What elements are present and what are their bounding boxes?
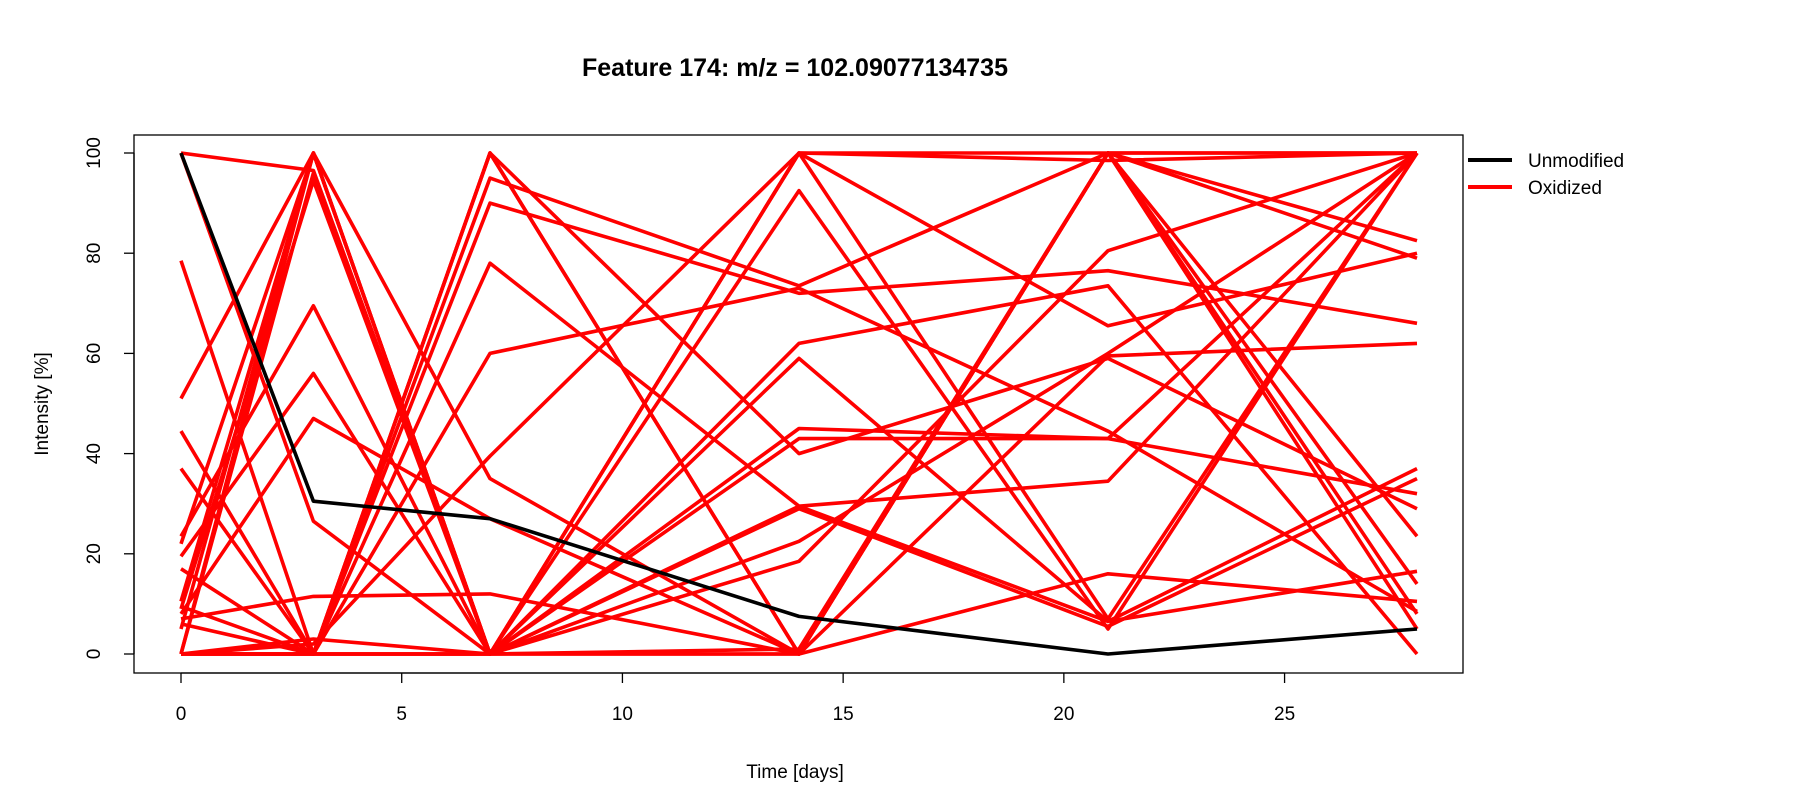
series-line-oxidized-14 (179, 151, 1417, 656)
series-line-oxidized-18 (179, 151, 1418, 656)
series-line-oxidized-12 (180, 151, 1419, 656)
legend-label: Oxidized (1528, 178, 1602, 199)
series-line-oxidized-21 (181, 151, 1418, 656)
y-tick-label: 60 (84, 343, 105, 364)
x-tick-label: 5 (396, 704, 407, 725)
legend-label: Unmodified (1528, 151, 1624, 172)
x-tick-label: 0 (176, 704, 187, 725)
series-line-oxidized-15 (180, 151, 1419, 656)
series-line-oxidized-19 (179, 171, 1419, 656)
series-line-oxidized-5 (179, 151, 1418, 656)
series-line-unmodified (179, 152, 1418, 656)
series-layer (179, 151, 1419, 656)
x-tick-label: 20 (1053, 704, 1074, 725)
y-tick-label: 80 (84, 243, 105, 264)
series-line-oxidized-24 (181, 151, 1419, 656)
x-axis-label: Time [days] (746, 762, 844, 783)
series-line-oxidized-3 (179, 151, 1418, 656)
series-line-oxidized-26 (181, 151, 1419, 656)
x-axis: 0 5 10 15 20 25 (176, 672, 1295, 725)
chart-title: Feature 174: m/z = 102.09077134735 (582, 54, 1008, 82)
series-line-oxidized-2 (179, 151, 1418, 656)
y-tick-label: 100 (84, 137, 105, 169)
y-tick-label: 40 (84, 443, 105, 464)
series-line-oxidized-9 (179, 356, 1418, 656)
legend: Unmodified Oxidized (1468, 151, 1624, 199)
series-line-oxidized-11 (179, 151, 1418, 656)
series-line-oxidized-7 (179, 151, 1418, 656)
x-tick-label: 25 (1274, 704, 1295, 725)
y-axis: 0 20 40 60 80 100 (84, 137, 135, 660)
series-line-oxidized-4 (179, 151, 1419, 656)
series-line-oxidized-13 (179, 151, 1419, 656)
y-tick-label: 0 (84, 649, 105, 660)
series-line-oxidized-25 (180, 151, 1418, 656)
series-line-oxidized-22 (181, 504, 1418, 656)
y-axis-label: Intensity [%] (32, 352, 53, 456)
series-line-oxidized-16 (180, 286, 1418, 656)
series-line-oxidized-8 (179, 151, 1418, 656)
series-line-oxidized-23 (181, 151, 1419, 656)
series-line-oxidized-1 (180, 151, 1417, 656)
series-line-oxidized-6 (179, 201, 1418, 656)
x-tick-label: 15 (833, 704, 854, 725)
series-line-oxidized-17 (179, 151, 1418, 656)
x-tick-label: 10 (612, 704, 633, 725)
series-line-oxidized-10 (180, 151, 1418, 656)
series-line-oxidized-20 (180, 151, 1419, 656)
y-tick-label: 20 (84, 543, 105, 564)
